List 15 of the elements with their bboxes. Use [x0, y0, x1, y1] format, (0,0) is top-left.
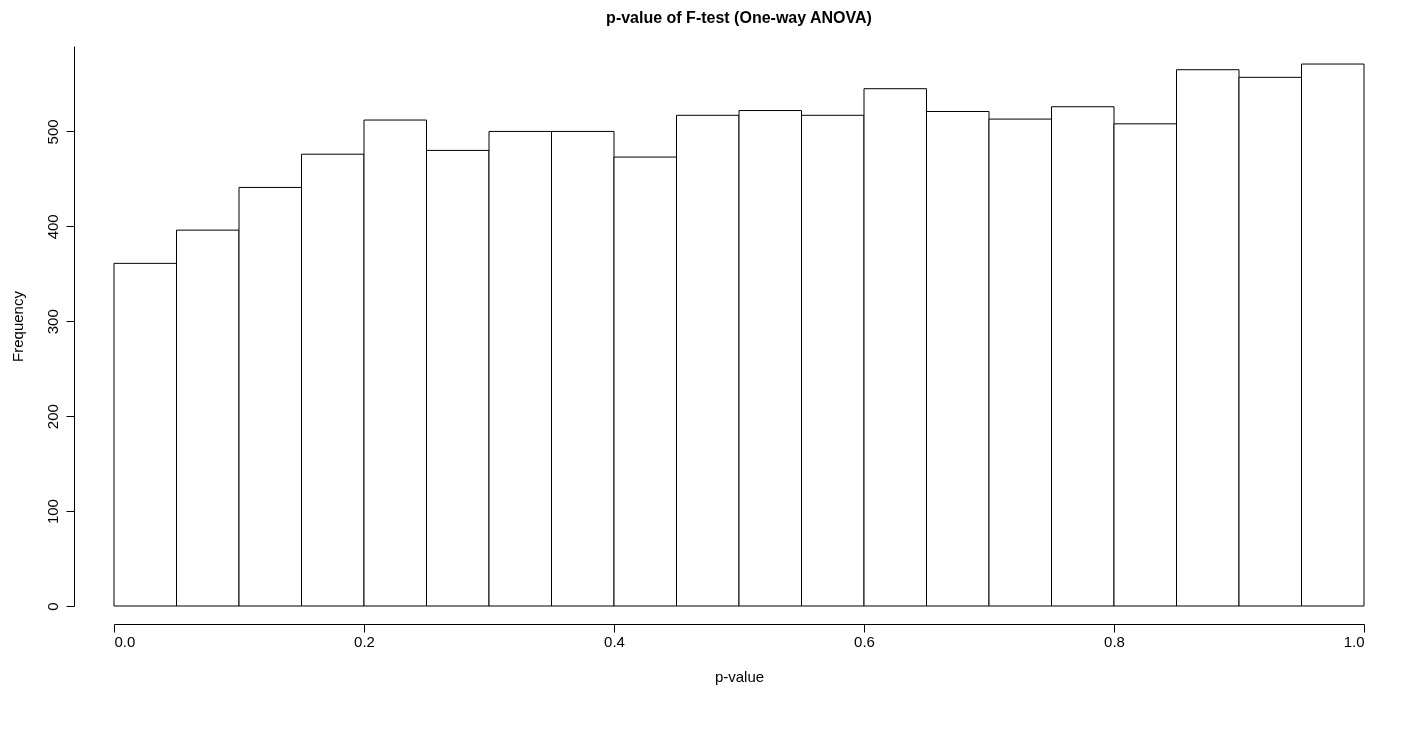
x-tick-label: 0.2: [354, 632, 375, 650]
y-tick-label: 0: [43, 602, 61, 611]
chart-title: p-value of F-test (One-way ANOVA): [606, 9, 872, 26]
x-tick-label: 0.0: [114, 632, 136, 650]
y-axis-title: Frequency: [8, 290, 26, 362]
x-tick-label: 1.0: [1343, 632, 1365, 650]
y-tick-label: 500: [43, 119, 61, 145]
y-tick-label: 200: [43, 404, 61, 430]
y-tick-label: 300: [43, 309, 61, 335]
x-tick-label: 0.8: [1104, 632, 1125, 650]
y-tick-label: 400: [43, 214, 61, 240]
x-axis-title: p-value: [714, 667, 765, 685]
y-tick-label: 100: [43, 499, 61, 525]
x-tick-label: 0.6: [854, 632, 875, 650]
x-tick-label: 0.4: [604, 632, 625, 650]
